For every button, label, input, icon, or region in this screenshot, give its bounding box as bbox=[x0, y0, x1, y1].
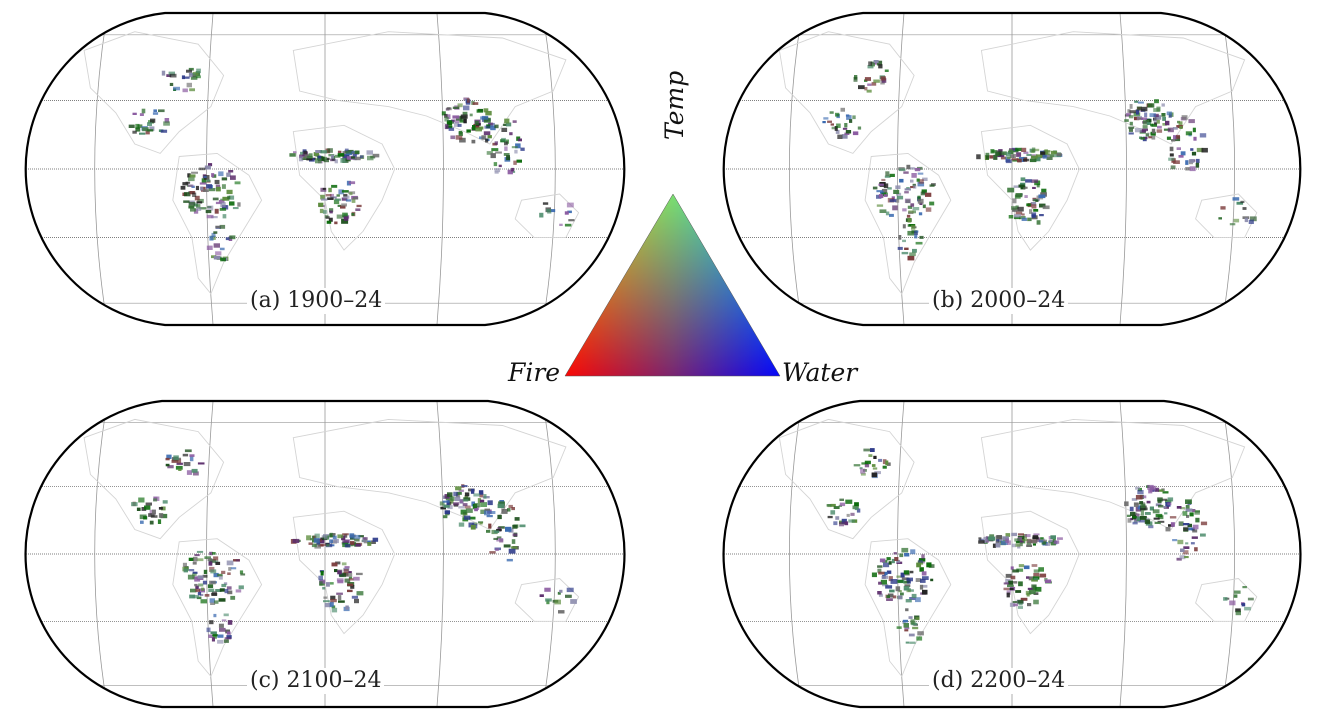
panel-label-c: (c) 2100–24 bbox=[247, 668, 385, 694]
panel-label-d: (d) 2200–24 bbox=[929, 668, 1069, 694]
map-panel-d: (d) 2200–24 bbox=[703, 398, 1321, 710]
map-panel-a: (a) 1900–24 bbox=[5, 10, 645, 328]
legend-water-label: Water bbox=[782, 358, 858, 387]
legend-temp-label: Temp bbox=[660, 70, 689, 140]
map-b bbox=[722, 11, 1302, 327]
legend-fire-label: Fire bbox=[508, 358, 561, 387]
map-c bbox=[24, 399, 626, 709]
ternary-legend: Temp Fire Water bbox=[470, 71, 870, 390]
panel-label-b: (b) 2000–24 bbox=[929, 288, 1069, 314]
ternary-triangle bbox=[564, 193, 781, 377]
map-panel-b: (b) 2000–24 bbox=[703, 10, 1321, 328]
map-a bbox=[24, 11, 626, 327]
map-d bbox=[722, 399, 1302, 709]
panel-label-a: (a) 1900–24 bbox=[247, 288, 386, 314]
map-panel-c: (c) 2100–24 bbox=[5, 398, 645, 710]
